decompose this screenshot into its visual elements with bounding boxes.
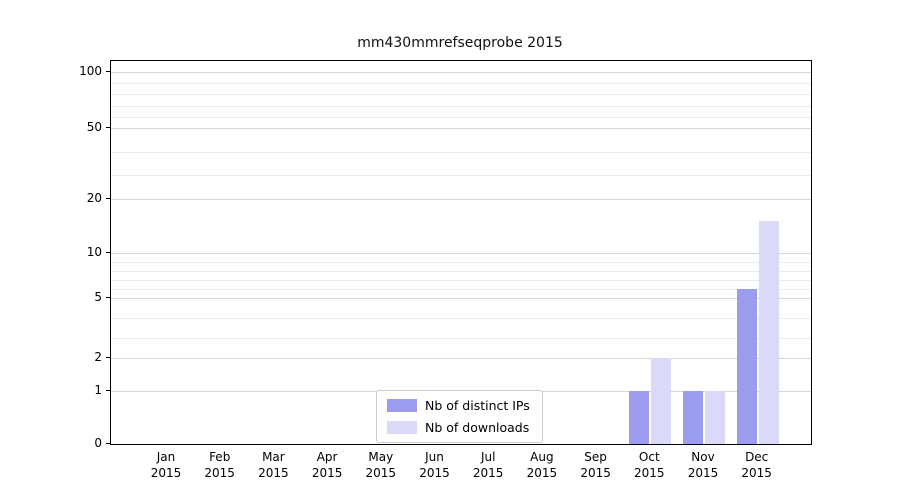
gridline-40 xyxy=(111,151,811,153)
gridline-30 xyxy=(111,175,811,177)
gridline-2 xyxy=(111,358,811,359)
gridline-7 xyxy=(111,280,811,281)
x-axis-tick-label: Feb 2015 xyxy=(204,450,235,480)
bar-downloads xyxy=(651,358,672,444)
gridline-50 xyxy=(111,128,811,129)
gridline-10 xyxy=(111,253,811,254)
gridline-3 xyxy=(111,338,811,339)
gridline-4 xyxy=(111,318,811,319)
y-axis-tick-label: 20 xyxy=(86,191,102,205)
plot-area xyxy=(110,60,812,445)
x-axis-tick-label: Dec 2015 xyxy=(741,450,772,480)
gridline-6 xyxy=(111,289,811,290)
y-axis-tick-label: 0 xyxy=(94,436,102,450)
y-axis-tick xyxy=(106,390,110,391)
bar-distinct-ips xyxy=(736,289,757,444)
legend-label-distinct-ips: Nb of distinct IPs xyxy=(425,398,530,413)
y-axis-tick xyxy=(106,357,110,358)
bar-distinct-ips xyxy=(683,391,703,444)
gridline-60 xyxy=(111,116,811,118)
legend-item-downloads: Nb of downloads xyxy=(387,420,530,435)
x-axis-tick-label: May 2015 xyxy=(365,450,397,480)
y-axis-tick-label: 100 xyxy=(79,64,102,78)
y-axis-tick-label: 5 xyxy=(94,290,102,304)
y-axis-tick xyxy=(106,443,110,444)
gridline-8 xyxy=(111,271,811,272)
bar-downloads xyxy=(705,391,725,444)
legend-item-distinct-ips: Nb of distinct IPs xyxy=(387,398,530,413)
legend-swatch-distinct-ips xyxy=(387,399,417,412)
legend: Nb of distinct IPs Nb of downloads xyxy=(376,390,543,443)
bar-downloads xyxy=(758,220,779,444)
x-axis-tick-label: Jan 2015 xyxy=(150,450,182,480)
y-axis-tick-label: 2 xyxy=(94,350,102,364)
x-axis-tick-label: Apr 2015 xyxy=(311,450,343,480)
bar-distinct-ips xyxy=(629,391,650,444)
y-axis-tick xyxy=(106,297,110,298)
x-axis-tick-label: Jun 2015 xyxy=(419,450,450,480)
x-axis-tick-label: Nov 2015 xyxy=(687,450,719,480)
x-axis-tick-label: Jul 2015 xyxy=(472,450,504,480)
gridline-80 xyxy=(111,94,811,96)
chart-title: mm430mmrefseqprobe 2015 xyxy=(357,35,563,51)
gridline-100 xyxy=(111,72,811,73)
y-axis-tick xyxy=(106,127,110,128)
legend-label-downloads: Nb of downloads xyxy=(425,420,530,435)
x-axis-tick-label: Oct 2015 xyxy=(634,450,665,480)
legend-swatch-downloads xyxy=(387,421,417,434)
y-axis-tick xyxy=(106,252,110,253)
y-axis-tick xyxy=(106,198,110,199)
gridline-20 xyxy=(111,199,811,200)
x-axis-tick-label: Sep 2015 xyxy=(580,450,611,480)
gridline-70 xyxy=(111,105,811,107)
y-axis-tick-label: 50 xyxy=(86,120,102,134)
y-axis-tick-label: 1 xyxy=(94,383,102,397)
y-axis-tick xyxy=(106,71,110,72)
x-axis-tick-label: Aug 2015 xyxy=(526,450,558,480)
gridline-5 xyxy=(111,298,811,299)
x-axis-tick-label: Mar 2015 xyxy=(258,450,289,480)
y-axis-tick-label: 10 xyxy=(86,245,102,259)
gridline-90 xyxy=(111,83,811,85)
gridline-9 xyxy=(111,262,811,263)
